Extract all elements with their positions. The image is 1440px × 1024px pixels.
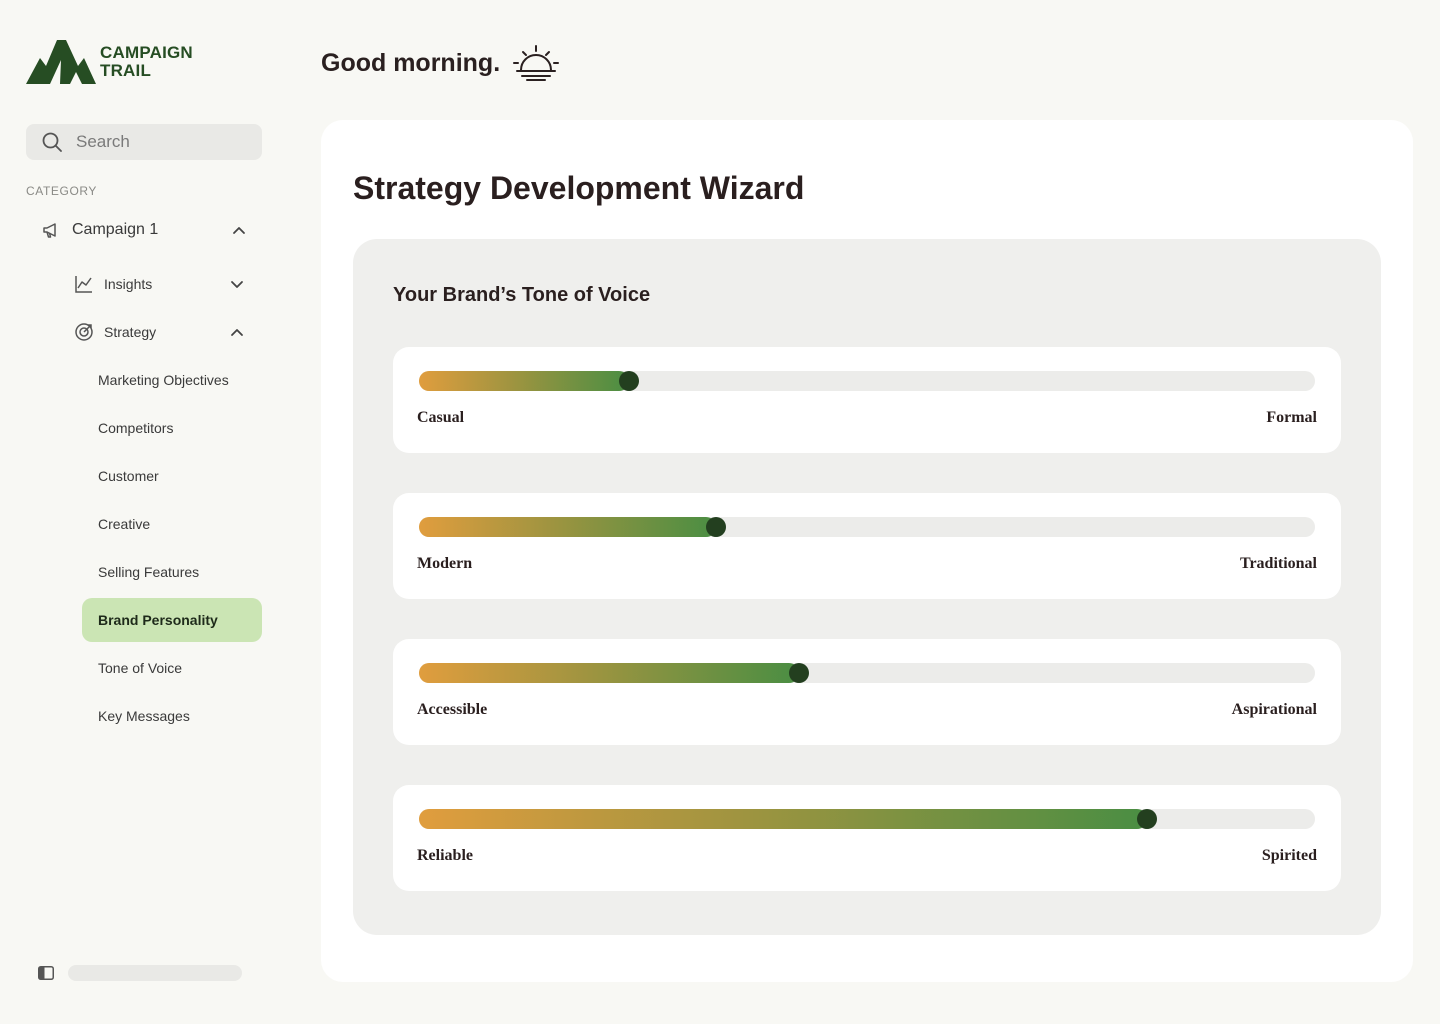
slider-fill xyxy=(419,517,716,537)
megaphone-icon xyxy=(43,223,56,238)
slider-thumb[interactable] xyxy=(788,663,809,683)
sidebar-collapse-icon[interactable] xyxy=(38,966,54,980)
sidebar-item-key-messages[interactable]: Key Messages xyxy=(98,708,190,724)
category-label: CATEGORY xyxy=(26,184,98,198)
slider-thumb[interactable] xyxy=(618,371,639,391)
line-chart-icon xyxy=(75,276,92,293)
slider-thumb[interactable] xyxy=(1136,809,1157,829)
slider-left-label: Accessible xyxy=(417,701,488,718)
mountain-logo-icon xyxy=(26,40,96,84)
sidebar-item-label: Strategy xyxy=(104,324,157,340)
sidebar-item-brand-personality[interactable]: Brand Personality xyxy=(82,598,262,642)
slider-fill xyxy=(419,663,799,683)
slider-right-label: Spirited xyxy=(1261,847,1317,864)
slider-card-casual-formal: Casual Formal xyxy=(393,347,1341,453)
sidebar-item-customer[interactable]: Customer xyxy=(98,468,159,484)
sidebar-item-competitors[interactable]: Competitors xyxy=(98,420,174,436)
panel-title: Your Brand’s Tone of Voice xyxy=(393,284,651,306)
target-icon xyxy=(75,323,93,341)
slider-card-modern-traditional: Modern Traditional xyxy=(393,493,1341,599)
brand-logo[interactable]: CAMPAIGN TRAIL xyxy=(26,40,193,84)
search-input[interactable] xyxy=(76,132,236,152)
slider-track[interactable] xyxy=(419,517,1315,537)
search-icon xyxy=(42,132,62,152)
slider-right-label: Formal xyxy=(1266,409,1317,426)
sidebar-item-strategy[interactable]: Strategy xyxy=(74,320,250,344)
slider-track[interactable] xyxy=(419,809,1315,829)
sidebar-item-label: Campaign 1 xyxy=(72,221,159,238)
slider-fill xyxy=(419,371,629,391)
slider-right-label: Traditional xyxy=(1239,555,1317,572)
sidebar-item-campaign-1[interactable]: Campaign 1 xyxy=(42,218,252,242)
sidebar-item-label: Insights xyxy=(104,276,153,292)
chevron-down-icon[interactable] xyxy=(230,277,244,291)
sunrise-icon xyxy=(513,45,560,81)
search-box[interactable] xyxy=(26,124,262,160)
brand-line-1: CAMPAIGN xyxy=(100,43,193,62)
chevron-up-icon[interactable] xyxy=(230,325,244,339)
tone-of-voice-panel: Your Brand’s Tone of Voice Casual Formal… xyxy=(353,239,1381,935)
slider-thumb[interactable] xyxy=(705,517,726,537)
chevron-up-icon[interactable] xyxy=(232,223,246,237)
sidebar-bottom-bar xyxy=(68,965,242,981)
sidebar-item-insights[interactable]: Insights xyxy=(74,272,250,296)
slider-track[interactable] xyxy=(419,371,1315,391)
page-title: Strategy Development Wizard xyxy=(353,170,805,206)
sidebar-item-tone-of-voice[interactable]: Tone of Voice xyxy=(98,660,183,676)
slider-fill xyxy=(419,809,1147,829)
sidebar-item-marketing-objectives[interactable]: Marketing Objectives xyxy=(98,372,229,388)
slider-left-label: Casual xyxy=(417,409,465,426)
greeting: Good morning. xyxy=(321,44,560,82)
slider-right-label: Aspirational xyxy=(1231,701,1317,718)
greeting-text: Good morning. xyxy=(321,48,501,77)
slider-left-label: Modern xyxy=(417,555,473,572)
brand-line-2: TRAIL xyxy=(100,61,152,80)
main-card: Strategy Development Wizard Your Brand’s… xyxy=(321,120,1413,982)
sidebar-item-creative[interactable]: Creative xyxy=(98,516,151,532)
slider-card-accessible-aspirational: Accessible Aspirational xyxy=(393,639,1341,745)
slider-card-reliable-spirited: Reliable Spirited xyxy=(393,785,1341,891)
slider-track[interactable] xyxy=(419,663,1315,683)
sidebar-item-selling-features[interactable]: Selling Features xyxy=(98,564,200,580)
sidebar: CAMPAIGN TRAIL CATEGORY Campaign 1 Insig… xyxy=(0,0,290,1024)
slider-left-label: Reliable xyxy=(417,847,473,864)
